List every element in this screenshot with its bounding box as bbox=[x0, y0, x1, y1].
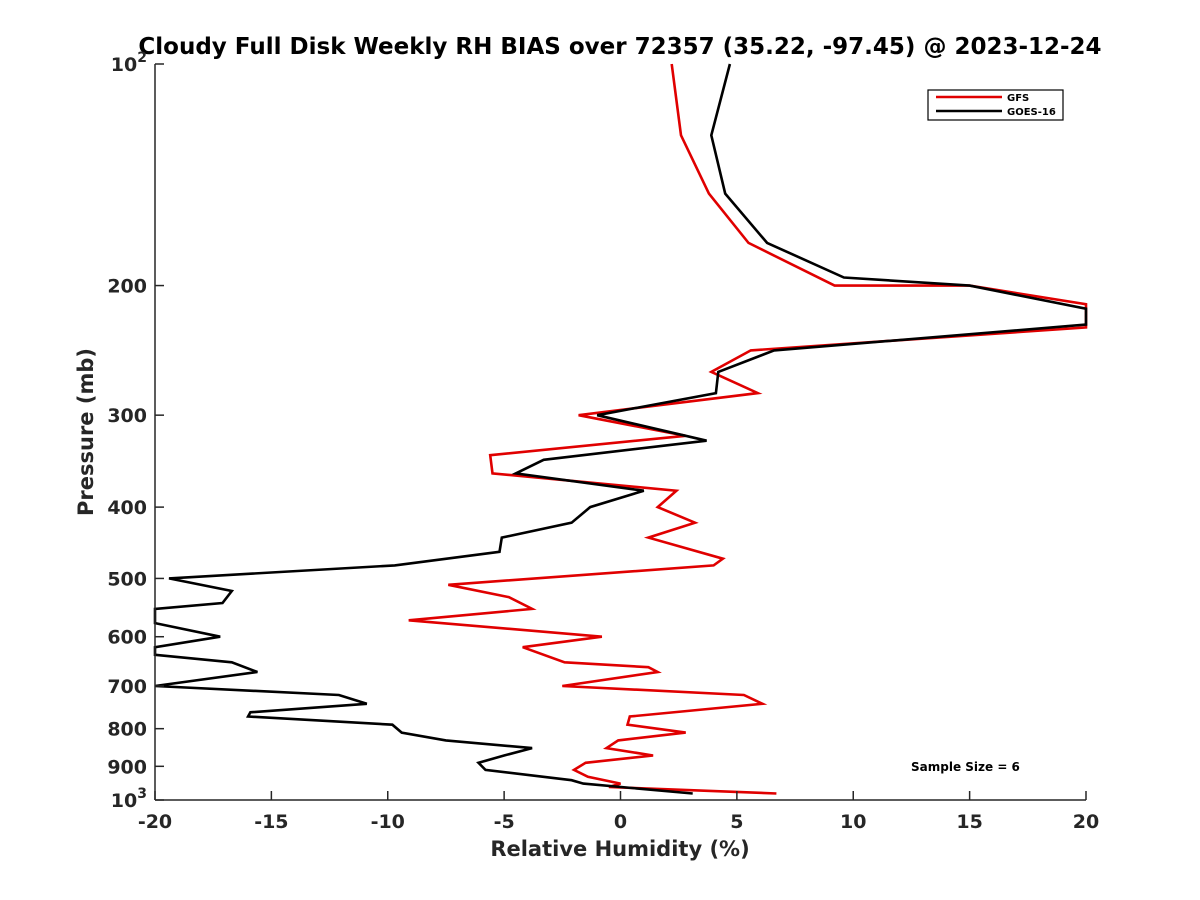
y-tick-label: 300 bbox=[107, 405, 147, 427]
x-tick-label: 0 bbox=[614, 811, 627, 833]
y-tick-label: 900 bbox=[107, 756, 147, 778]
y-tick-label: 103 bbox=[111, 786, 147, 812]
x-axis-label: Relative Humidity (%) bbox=[490, 837, 749, 861]
y-tick-label: 800 bbox=[107, 719, 147, 741]
y-tick-label: 400 bbox=[107, 497, 147, 519]
x-tick-label: -10 bbox=[371, 811, 405, 833]
y-axis-label: Pressure (mb) bbox=[74, 348, 98, 516]
x-tick-label: 10 bbox=[840, 811, 866, 833]
sample-size-annotation: Sample Size = 6 bbox=[911, 760, 1020, 774]
legend-label-gfs: GFS bbox=[1007, 93, 1029, 104]
series-line-goes-16 bbox=[153, 63, 1088, 795]
series-layer bbox=[153, 63, 1088, 795]
y-tick-label: 102 bbox=[111, 50, 147, 76]
x-tick-label: -15 bbox=[254, 811, 288, 833]
x-tick-label: -20 bbox=[138, 811, 172, 833]
x-tick-label: 15 bbox=[956, 811, 982, 833]
x-tick-label: 20 bbox=[1073, 811, 1099, 833]
legend-label-goes-16: GOES-16 bbox=[1007, 107, 1056, 118]
y-tick-label: 700 bbox=[107, 676, 147, 698]
y-tick-label: 500 bbox=[107, 568, 147, 590]
legend: GFS GOES-16 bbox=[927, 89, 1064, 121]
x-tick-label: -5 bbox=[494, 811, 515, 833]
y-ticks: 102 200 300 400 500 600 700 800 900 103 bbox=[107, 50, 164, 812]
x-tick-label: 5 bbox=[730, 811, 743, 833]
y-tick-label: 600 bbox=[107, 627, 147, 649]
chart-title: Cloudy Full Disk Weekly RH BIAS over 723… bbox=[138, 34, 1101, 60]
y-tick-label: 200 bbox=[107, 276, 147, 298]
legend-box bbox=[927, 89, 1064, 121]
x-ticks: -20 -15 -10 -5 0 5 10 15 20 bbox=[138, 791, 1099, 833]
